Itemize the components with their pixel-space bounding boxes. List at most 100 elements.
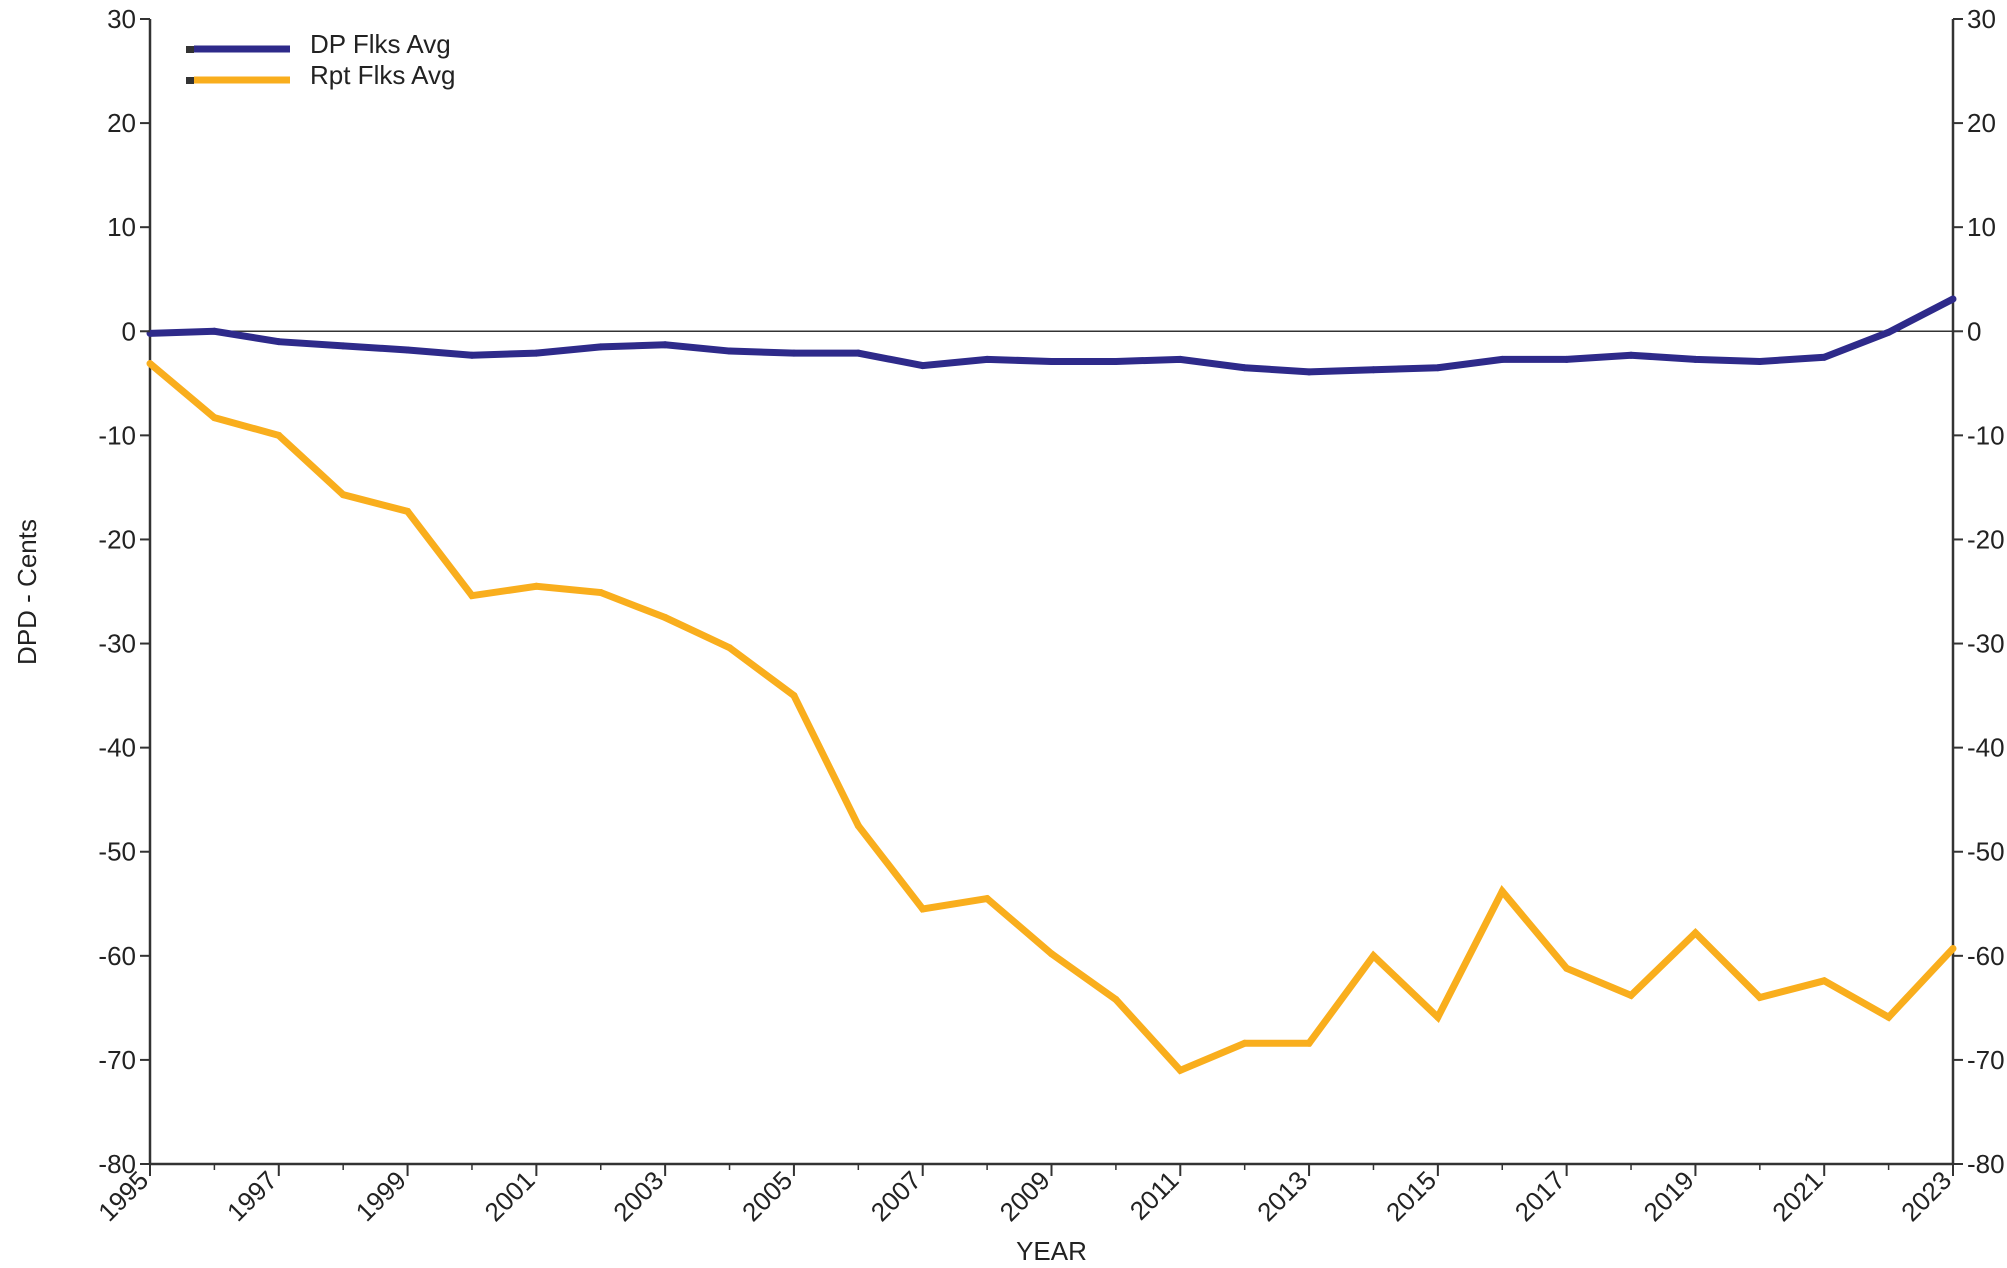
legend-label: Rpt Flks Avg (310, 60, 455, 90)
data-point-series-2 (919, 905, 927, 913)
data-point-series-2 (1434, 1013, 1442, 1021)
x-axis-title: YEAR (1016, 1236, 1087, 1266)
legend-label: DP Flks Avg (310, 29, 451, 59)
y-tick-label-left: 0 (122, 316, 136, 346)
data-point-series-1 (1949, 295, 1957, 303)
data-point-series-1 (1885, 328, 1893, 336)
data-point-series-2 (532, 582, 540, 590)
y-tick-label-left: -30 (98, 629, 136, 659)
x-tick-label: 2023 (1895, 1165, 1957, 1227)
data-point-series-1 (1627, 351, 1635, 359)
data-point-series-1 (1498, 355, 1506, 363)
y-tick-label-left: 10 (107, 212, 136, 242)
x-tick-label: 2015 (1380, 1165, 1442, 1227)
x-tick-label: 2009 (994, 1165, 1056, 1227)
y-tick-label-right: -20 (1967, 524, 2005, 554)
data-point-series-2 (597, 589, 605, 597)
data-point-series-1 (919, 362, 927, 370)
data-point-series-2 (339, 491, 347, 499)
x-tick-label: 1999 (350, 1165, 412, 1227)
data-point-series-1 (275, 338, 283, 346)
y-tick-label-left: 30 (107, 4, 136, 34)
x-tick-label: 2011 (1124, 1165, 1185, 1226)
data-point-series-2 (1691, 929, 1699, 937)
y-tick-label-right: -30 (1967, 629, 2005, 659)
x-tick-label: 2021 (1766, 1165, 1828, 1227)
y-tick-label-right: 20 (1967, 108, 1996, 138)
y-tick-label-left: -20 (98, 524, 136, 554)
data-point-series-2 (1949, 945, 1957, 953)
data-point-series-1 (1305, 368, 1313, 376)
data-point-series-1 (1112, 357, 1120, 365)
data-point-series-2 (1627, 991, 1635, 999)
data-point-series-2 (1369, 952, 1377, 960)
axis-ticks: 30 30 20 20 10 10 0 0 -10 -10 -20 -20 -30 -30 -40 -40 -5… (92, 4, 2004, 1227)
data-point-series-1 (597, 343, 605, 351)
data-point-series-1 (404, 346, 412, 354)
data-point-series-1 (1176, 355, 1184, 363)
data-point-series-1 (468, 351, 476, 359)
data-point-series-2 (854, 822, 862, 830)
y-tick-label-right: -60 (1967, 941, 2005, 971)
data-point-series-2 (661, 614, 669, 622)
y-tick-label-right: -50 (1967, 837, 2005, 867)
data-point-series-1 (1048, 357, 1055, 365)
data-point-series-2 (1820, 977, 1828, 985)
data-point-series-1 (854, 349, 862, 357)
y-tick-label-right: 0 (1967, 316, 1981, 346)
data-point-series-1 (1434, 364, 1442, 372)
data-point-series-2 (1498, 887, 1506, 895)
data-point-series-2 (1563, 964, 1571, 972)
y-tick-label-left: -80 (98, 1149, 136, 1179)
legend-marker (186, 46, 194, 53)
data-point-series-2 (1241, 1039, 1249, 1047)
y-tick-label-right: -70 (1967, 1045, 2005, 1075)
y-tick-label-left: -50 (98, 837, 136, 867)
data-point-series-2 (790, 692, 798, 700)
data-point-series-1 (1563, 355, 1571, 363)
data-point-series-2 (1756, 993, 1764, 1001)
y-tick-label-left: 20 (107, 108, 136, 138)
data-point-series-1 (339, 342, 347, 350)
data-point-series-2 (468, 592, 476, 600)
y-tick-label-right: 30 (1967, 4, 1996, 34)
chart-frame (148, 19, 1955, 1166)
data-point-series-1 (1691, 355, 1699, 363)
data-point-series-2 (1048, 950, 1055, 958)
legend-marker (186, 77, 194, 84)
x-tick-label: 2017 (1509, 1165, 1571, 1227)
data-point-series-1 (1820, 353, 1828, 361)
data-point-series-2 (210, 414, 218, 422)
data-point-series-1 (1241, 364, 1249, 372)
data-point-series-2 (726, 644, 734, 652)
data-point-series-2 (1305, 1039, 1313, 1047)
y-tick-label-left: -40 (98, 733, 136, 763)
x-tick-label: 2003 (607, 1165, 669, 1227)
x-tick-label: 2005 (736, 1165, 798, 1227)
y-axis-title: DPD - Cents (12, 519, 42, 665)
data-point-series-1 (661, 341, 669, 349)
data-point-series-1 (983, 355, 991, 363)
x-tick-label: 2007 (865, 1165, 927, 1227)
x-tick-label: 2019 (1638, 1165, 1700, 1227)
y-tick-label-right: -80 (1967, 1149, 2005, 1179)
series-line-2 (147, 360, 1956, 1075)
data-point-series-1 (1369, 366, 1377, 374)
data-point-series-1 (1756, 357, 1764, 365)
data-point-series-1 (726, 347, 734, 355)
series-layer (146, 295, 1957, 1075)
y-tick-label-right: -40 (1967, 733, 2005, 763)
x-tick-label: 1997 (221, 1165, 283, 1227)
data-point-series-1 (532, 349, 540, 357)
data-point-series-2 (146, 360, 154, 368)
y-tick-label-left: -10 (98, 420, 136, 450)
x-tick-label: 2013 (1251, 1165, 1313, 1227)
y-tick-label-right: 10 (1967, 212, 1996, 242)
data-point-series-2 (983, 895, 991, 903)
data-point-series-2 (1885, 1013, 1893, 1021)
data-point-series-1 (790, 349, 798, 357)
data-point-series-2 (404, 507, 412, 515)
data-point-series-2 (1112, 996, 1120, 1004)
